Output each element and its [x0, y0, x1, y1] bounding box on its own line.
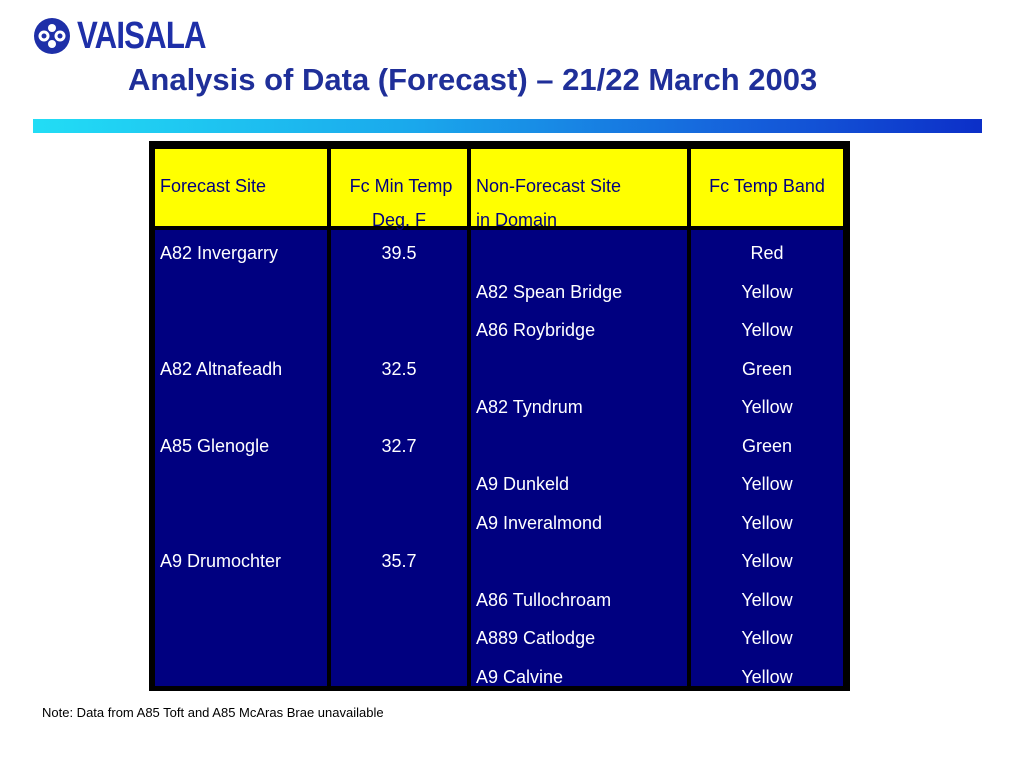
header-label: Non-Forecast Site	[476, 176, 622, 196]
cell-fc-min-temp: 35.7	[381, 551, 417, 571]
header-label: Forecast Site	[160, 176, 267, 196]
page-title: Analysis of Data (Forecast) – 21/22 Marc…	[128, 62, 818, 97]
header-cell-fc-min-temp: Fc Min Temp Deg. F	[331, 149, 467, 230]
header-cell-fc-temp-band: Fc Temp Band	[691, 149, 843, 226]
cell-non-forecast-site: A82 Spean Bridge	[476, 281, 623, 302]
cell-non-forecast-site: A86 Tullochroam	[476, 589, 612, 610]
vaisala-logo-icon	[34, 18, 70, 54]
cell-fc-temp-band: Green	[741, 435, 793, 456]
cell-fc-temp-band: Yellow	[741, 666, 793, 687]
cell-fc-temp-band: Red	[750, 243, 784, 263]
cell-fc-min-temp: 32.7	[381, 435, 417, 456]
cell-forecast-site: A85 Glenogle	[160, 435, 270, 456]
cell-non-forecast-site: A9 Dunkeld	[476, 474, 570, 494]
vaisala-logo: VAISALA	[33, 16, 234, 56]
cell-fc-temp-band: Yellow	[741, 589, 793, 610]
cell-non-forecast-site: A889 Catlodge	[476, 628, 596, 648]
header-label: Fc Temp Band	[709, 176, 825, 196]
column-fc-temp-band	[691, 230, 843, 686]
cell-non-forecast-site: A9 Inveralmond	[476, 512, 603, 533]
cell-fc-temp-band: Yellow	[741, 320, 793, 340]
cell-fc-temp-band: Yellow	[741, 512, 793, 533]
column-non-forecast-site	[471, 230, 687, 686]
cell-forecast-site: A9 Drumochter	[160, 551, 282, 571]
column-fc-min-temp	[331, 230, 467, 686]
column-forecast-site	[155, 230, 327, 686]
cell-fc-temp-band: Yellow	[741, 281, 793, 302]
cell-fc-temp-band: Yellow	[741, 474, 793, 494]
cell-fc-temp-band: Yellow	[741, 628, 793, 648]
cell-fc-min-temp: 32.5	[381, 358, 417, 379]
header-label: Fc Min Temp	[349, 176, 453, 196]
data-table: Forecast Site Fc Min Temp Deg. F Non-For…	[149, 141, 850, 691]
cell-fc-temp-band: Yellow	[741, 551, 793, 571]
cell-forecast-site: A82 Invergarry	[160, 243, 279, 263]
header-divider-bar	[33, 119, 982, 133]
cell-non-forecast-site: A82 Tyndrum	[476, 397, 583, 417]
logo-text: VAISALA	[77, 15, 207, 57]
header-label-line2: Deg. F	[371, 210, 427, 230]
header-cell-forecast-site: Forecast Site	[155, 149, 327, 226]
cell-fc-min-temp: 39.5	[381, 243, 417, 263]
cell-fc-temp-band: Yellow	[741, 397, 793, 417]
footnote: Note: Data from A85 Toft and A85 McAras …	[42, 705, 384, 720]
header-cell-non-forecast-site: Non-Forecast Site in Domain	[471, 149, 687, 230]
cell-forecast-site: A82 Altnafeadh	[160, 358, 283, 379]
cell-non-forecast-site: A9 Calvine	[476, 666, 564, 687]
cell-non-forecast-site: A86 Roybridge	[476, 320, 596, 340]
header-label-line2: in Domain	[476, 210, 558, 230]
cell-fc-temp-band: Green	[741, 358, 793, 379]
